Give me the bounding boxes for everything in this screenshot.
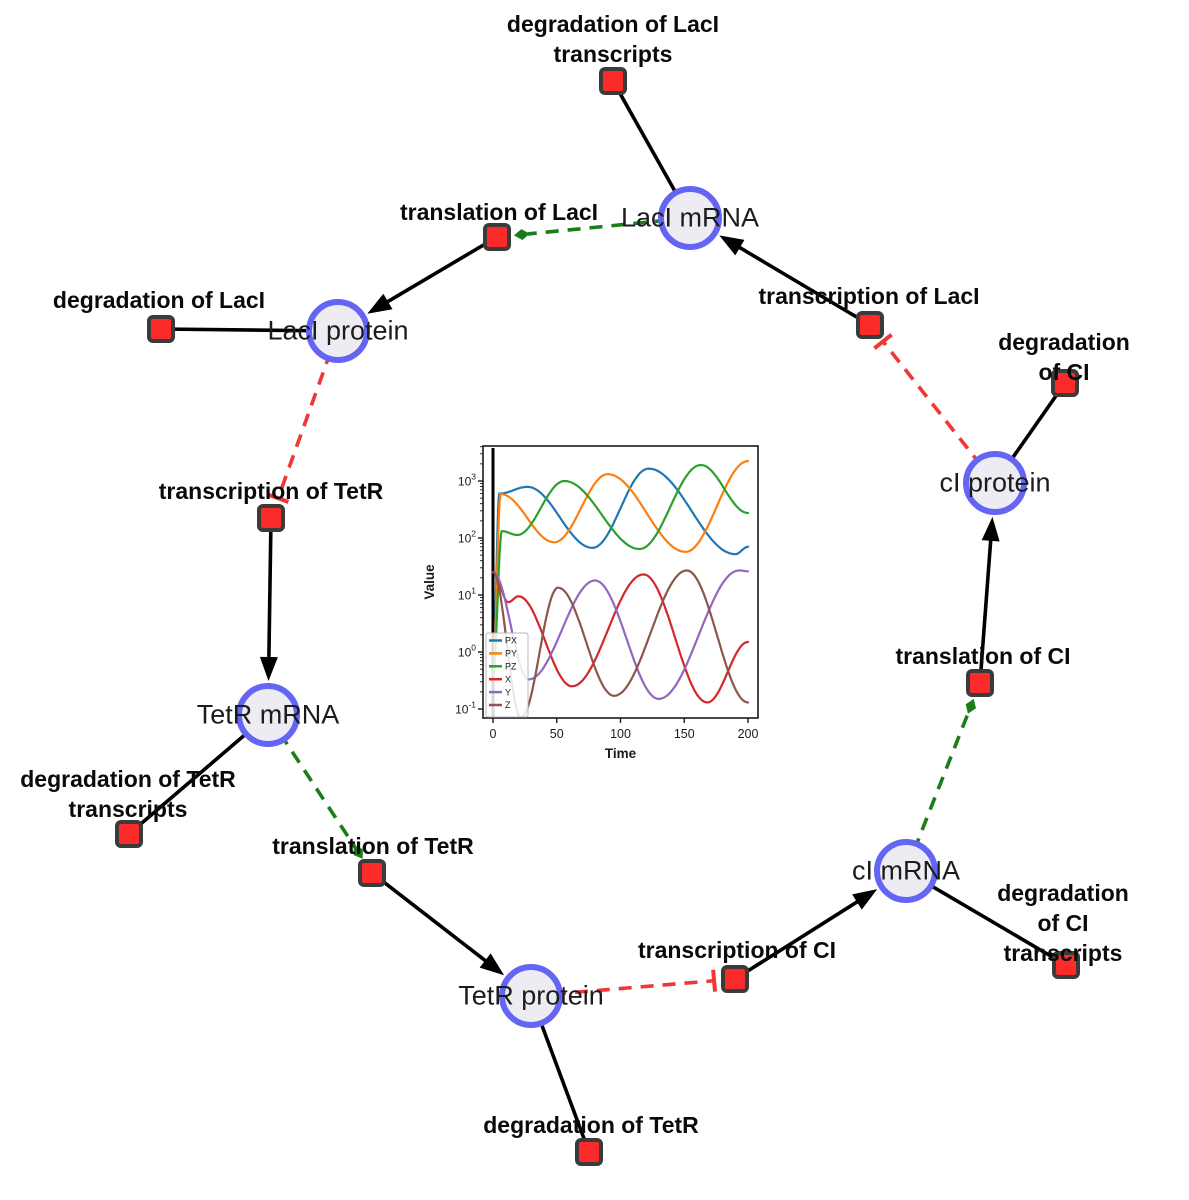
species-node-ci_mrna[interactable] — [874, 839, 938, 903]
edge-arrow-transcription_laci-laci_mrna — [719, 235, 871, 327]
chart-series-X — [491, 571, 750, 704]
reaction-node-transcription_tetr[interactable] — [257, 504, 285, 532]
reaction-node-deg_tetr[interactable] — [575, 1138, 603, 1166]
species-label-tetr_mrna: TetR mRNA — [196, 699, 340, 730]
edge-arrow-translation_ci-ci_protein — [978, 516, 1000, 684]
reaction-node-deg_tetr_transcripts[interactable] — [115, 820, 143, 848]
y-tick-label: 100 — [458, 643, 476, 660]
legend-entry-PY: PY — [505, 649, 517, 659]
inhibition-tbar-icon — [711, 969, 717, 992]
x-axis-label: Time — [605, 746, 637, 761]
diamond-arrowhead-icon — [353, 845, 363, 859]
y-axis-label: Value — [422, 564, 437, 600]
reaction-label-transcription_tetr: transcription of TetR — [158, 478, 384, 505]
reaction-label-transcription_laci: transcription of LacI — [758, 283, 980, 310]
reaction-node-transcription_ci[interactable] — [721, 965, 749, 993]
reaction-label-deg_ci: degradation of CI — [998, 329, 1130, 385]
species-node-laci_protein[interactable] — [306, 299, 370, 363]
y-tick-label: 102 — [458, 529, 476, 546]
species-label-laci_mrna: LacI mRNA — [620, 202, 760, 233]
reaction-label-transcription_ci: transcription of CI — [637, 937, 837, 964]
reaction-label-deg_laci_transcripts: degradation of LacI transcripts — [506, 11, 720, 67]
reaction-node-transcription_laci[interactable] — [856, 311, 884, 339]
x-tick-label: 200 — [738, 727, 759, 741]
reaction-label-deg_laci: degradation of LacI — [52, 287, 266, 314]
reaction-node-deg_ci_transcripts[interactable] — [1052, 951, 1080, 979]
reaction-node-translation_laci[interactable] — [483, 223, 511, 251]
legend-entry-Z: Z — [505, 700, 511, 710]
species-label-tetr_protein: TetR protein — [458, 980, 604, 1011]
chart-series-PY — [491, 459, 750, 676]
species-node-tetr_protein[interactable] — [499, 964, 563, 1028]
legend-entry-Y: Y — [505, 687, 511, 697]
x-tick-label: 50 — [550, 727, 564, 741]
arrowhead-icon — [479, 953, 505, 976]
reaction-node-translation_tetr[interactable] — [358, 859, 386, 887]
species-label-laci_protein: LacI protein — [267, 315, 409, 346]
legend-entry-PZ: PZ — [505, 662, 517, 672]
reaction-label-deg_ci_transcripts: degradation of CI transcripts — [997, 880, 1129, 966]
inhibition-tbar-icon — [873, 333, 893, 350]
chart-series-PX — [491, 467, 750, 676]
chart-frame — [482, 445, 759, 719]
reaction-label-deg_tetr_transcripts: degradation of TetR transcripts — [20, 766, 236, 822]
reaction-node-deg_laci_transcripts[interactable] — [599, 67, 627, 95]
species-node-tetr_mrna[interactable] — [236, 683, 300, 747]
edge-arrow-transcription_tetr-tetr_mrna — [259, 517, 278, 682]
inhibition-tbar-icon — [267, 492, 290, 504]
reaction-label-translation_tetr: translation of TetR — [272, 833, 474, 860]
y-tick-label: 101 — [458, 586, 476, 603]
y-tick-label: 10-1 — [455, 700, 476, 717]
species-label-ci_protein: cI protein — [939, 467, 1051, 498]
reaction-node-deg_ci[interactable] — [1051, 369, 1079, 397]
arrowhead-icon — [719, 235, 745, 256]
chart-series-PZ — [491, 463, 750, 676]
reaction-node-deg_laci[interactable] — [147, 315, 175, 343]
arrowhead-icon — [259, 656, 278, 682]
y-tick-label: 103 — [458, 472, 476, 489]
species-label-ci_mrna: cI mRNA — [852, 855, 960, 886]
reaction-label-translation_ci: translation of CI — [895, 643, 1071, 670]
arrowhead-icon — [367, 293, 393, 314]
edge-arrow-translation_laci-laci_protein — [367, 235, 498, 314]
reaction-label-deg_tetr: degradation of TetR — [483, 1112, 699, 1139]
diamond-arrowhead-icon — [965, 698, 976, 714]
edge-arrow-translation_tetr-tetr_protein — [370, 871, 505, 976]
x-tick-label: 100 — [610, 727, 631, 741]
arrowhead-icon — [981, 516, 1000, 542]
species-node-ci_protein[interactable] — [963, 451, 1027, 515]
edge-arrow-transcription_ci-ci_mrna — [734, 889, 878, 981]
diamond-arrowhead-icon — [513, 229, 530, 241]
species-node-laci_mrna[interactable] — [658, 186, 722, 250]
legend-entry-X: X — [505, 674, 511, 684]
reaction-node-translation_ci[interactable] — [966, 669, 994, 697]
reaction-label-translation_laci: translation of LacI — [399, 199, 599, 226]
arrowhead-icon — [852, 889, 878, 910]
legend-entry-PX: PX — [505, 636, 517, 646]
x-tick-label: 150 — [674, 727, 695, 741]
x-tick-label: 0 — [490, 727, 497, 741]
